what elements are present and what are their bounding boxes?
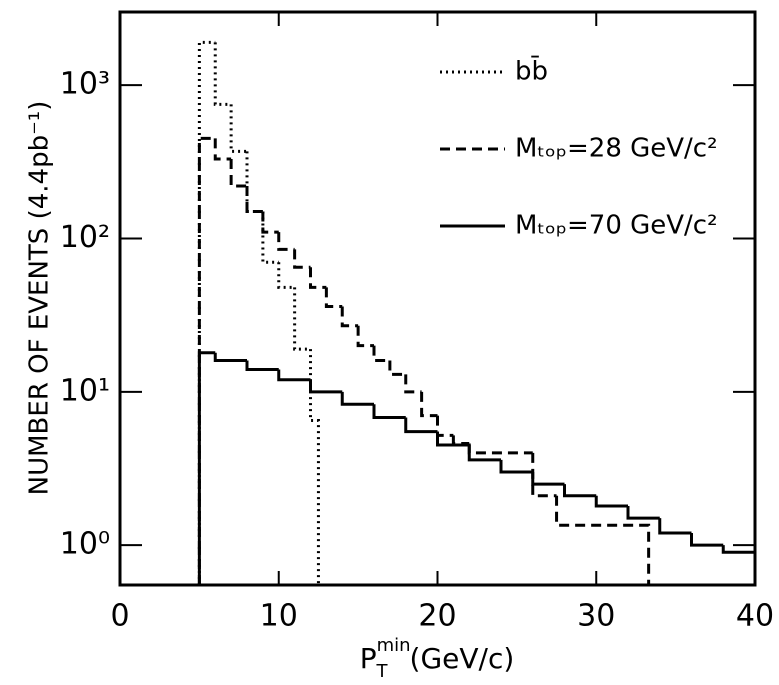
histogram-step: [245, 185, 263, 214]
histogram-step: [197, 351, 216, 585]
histogram-step: [420, 391, 438, 418]
legend-label: Mₜₒₚ=70 GeV/c²: [515, 211, 718, 241]
histogram-step: [388, 360, 406, 376]
histogram-step: [245, 151, 263, 214]
histogram-step: [324, 287, 343, 309]
x-label-sub: T: [376, 661, 389, 682]
y-tick-label: 10²: [60, 220, 110, 255]
histogram-step: [197, 136, 216, 585]
histogram-step: [404, 374, 422, 394]
histogram-step: [277, 232, 295, 251]
legend-label: bb̄: [515, 55, 548, 87]
histogram-step: [531, 472, 565, 486]
histogram-step: [245, 360, 279, 371]
histogram-step: [340, 306, 359, 328]
y-tick-label: 10⁰: [60, 527, 110, 562]
x-label-symbol: P: [360, 642, 377, 675]
histogram-step: [261, 211, 279, 264]
histogram-step: [594, 495, 628, 508]
histogram-step: [626, 506, 660, 520]
histogram-step: [213, 42, 232, 106]
histogram-step: [436, 431, 470, 447]
histogram-step: [404, 417, 438, 434]
histogram-step: [293, 287, 311, 351]
histogram-step: [229, 158, 247, 188]
histogram-step: [467, 445, 501, 462]
histogram-step: [555, 495, 651, 585]
histogram-step: [309, 379, 343, 394]
histogram-step: [721, 545, 757, 585]
histogram-step: [277, 262, 295, 289]
x-tick-label: 20: [418, 599, 456, 634]
legend-label: Mₜₒₚ=28 GeV/c²: [515, 134, 718, 164]
x-tick-label: 0: [110, 599, 129, 634]
histogram-step: [356, 325, 374, 348]
histogram-step: [293, 249, 311, 269]
histogram-step: [197, 40, 216, 585]
histogram-step: [436, 415, 454, 437]
histogram-step: [229, 104, 247, 153]
histogram-step: [451, 435, 470, 446]
histogram-step: [467, 443, 533, 455]
x-label-sup: min: [377, 635, 411, 656]
histogram-step: [309, 267, 327, 289]
histogram-step: [261, 211, 279, 234]
histogram-step: [213, 352, 247, 363]
histogram-step: [340, 391, 374, 406]
histogram-step: [372, 404, 406, 420]
x-tick-label: 30: [577, 599, 615, 634]
x-tick-label: 40: [736, 599, 774, 634]
histogram-step: [499, 459, 533, 474]
x-tick-label: 10: [260, 599, 298, 634]
histogram-step: [690, 533, 724, 547]
histogram-step: [563, 484, 597, 498]
histogram-step: [658, 518, 692, 535]
y-axis-label: NUMBER OF EVENTS (4.4pb⁻¹): [25, 101, 55, 496]
y-tick-label: 10³: [60, 67, 110, 102]
x-axis-label: Pmin T (GeV/c): [360, 635, 515, 682]
histogram-step: [213, 138, 232, 161]
histogram-step: [277, 369, 311, 382]
y-tick-label: 10¹: [60, 373, 110, 408]
histogram-step: [531, 452, 557, 498]
x-label-unit: (GeV/c): [410, 642, 515, 675]
histogram-step: [372, 345, 390, 363]
